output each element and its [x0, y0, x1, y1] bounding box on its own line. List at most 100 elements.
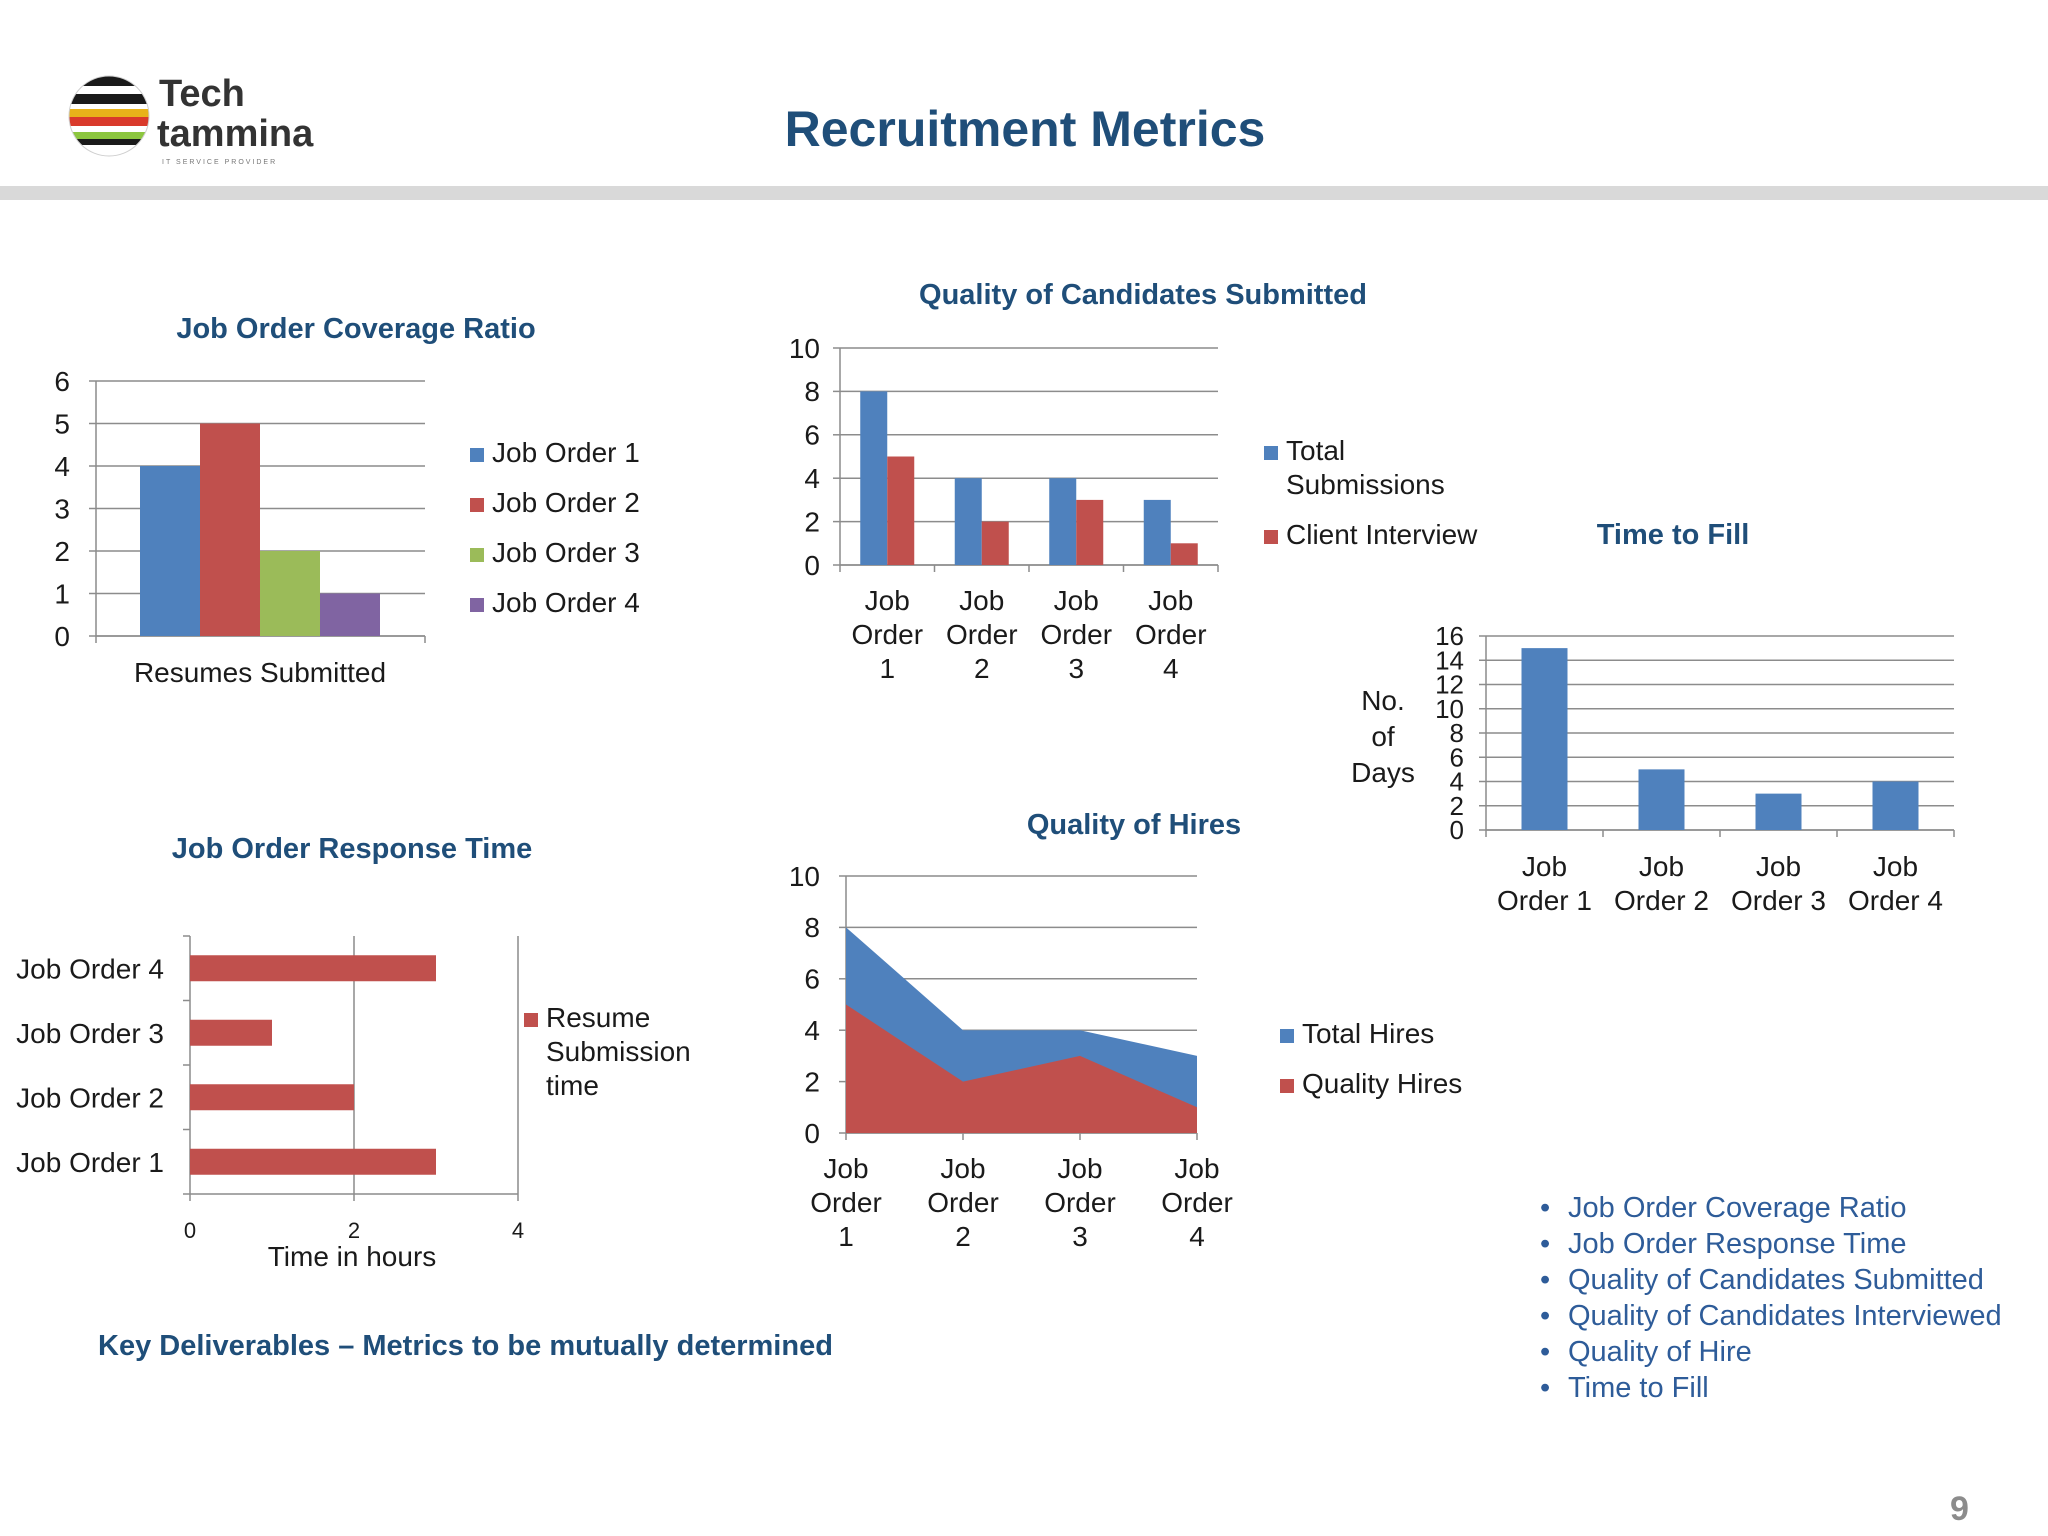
- metrics-list-item: Time to Fill: [1540, 1370, 2040, 1406]
- y-tick-label: 0: [804, 1118, 820, 1149]
- x-tick-label: Job: [1174, 1153, 1219, 1184]
- legend-swatch: [1280, 1029, 1294, 1043]
- bar: [190, 955, 436, 982]
- y-tick-label: 6: [804, 964, 820, 995]
- chart-title: Time to Fill: [1597, 519, 1750, 551]
- x-tick-label: Order 3: [1731, 885, 1826, 916]
- bar: [190, 1019, 272, 1046]
- bar: [1170, 543, 1198, 565]
- bar: [190, 1084, 354, 1111]
- y-tick-label: 2: [54, 536, 70, 567]
- metrics-list-item: Job Order Coverage Ratio: [1540, 1190, 2040, 1226]
- key-deliverables-note: Key Deliverables – Metrics to be mutuall…: [98, 1330, 833, 1362]
- y-tick-label: Job Order 4: [16, 953, 164, 984]
- chart-title: Job Order Response Time: [172, 833, 532, 865]
- y-tick-label: 8: [1450, 718, 1464, 748]
- x-tick-label: 3: [1072, 1221, 1088, 1252]
- x-tick-label: 2: [974, 653, 990, 684]
- x-tick-label: Job: [1522, 851, 1567, 882]
- chart-title: Quality of Hires: [1027, 809, 1241, 841]
- metrics-list-item: Quality of Candidates Submitted: [1540, 1262, 2040, 1298]
- x-tick-label: Order: [1135, 619, 1207, 650]
- y-tick-label: 4: [54, 451, 70, 482]
- y-tick-label: 10: [1435, 694, 1464, 724]
- bar: [190, 1148, 436, 1175]
- legend-swatch: [470, 448, 484, 462]
- y-tick-label: 0: [804, 550, 820, 581]
- legend-label: Total: [1286, 435, 1345, 466]
- x-tick-label: Order: [851, 619, 923, 650]
- legend-swatch: [524, 1013, 538, 1027]
- x-tick-label: 1: [879, 653, 895, 684]
- y-tick-label: 4: [804, 1015, 820, 1046]
- slide-title: Recruitment Metrics: [784, 101, 1266, 157]
- bar: [1638, 769, 1685, 830]
- y-tick-label: 3: [54, 493, 70, 524]
- y-tick-label: 8: [804, 376, 820, 407]
- x-tick-label: Job: [1057, 1153, 1102, 1184]
- x-tick-label: Order 2: [1614, 885, 1709, 916]
- x-tick-label: 3: [1068, 653, 1084, 684]
- area-series: [846, 1004, 1197, 1133]
- logo-graphic: Tech tammina IT SERVICE PROVIDER: [68, 73, 314, 166]
- legend-swatch: [470, 498, 484, 512]
- y-tick-label: 14: [1435, 645, 1464, 675]
- legend-swatch: [470, 548, 484, 562]
- y-tick-label: 2: [804, 1066, 820, 1097]
- x-tick-label: Resumes Submitted: [134, 657, 386, 688]
- metrics-list-item: Quality of Hire: [1540, 1334, 2040, 1370]
- legend-swatch: [1264, 530, 1278, 544]
- bar: [1049, 478, 1077, 565]
- x-tick-label: 2: [955, 1221, 971, 1252]
- x-tick-label: Order: [1040, 619, 1112, 650]
- legend-label: Submission: [546, 1036, 691, 1067]
- x-tick-label: Order: [810, 1187, 882, 1218]
- x-tick-label: 0: [184, 1218, 196, 1243]
- x-tick-label: Job: [1639, 851, 1684, 882]
- legend-swatch: [1280, 1079, 1294, 1093]
- legend-label: Job Order 2: [492, 487, 640, 518]
- x-tick-label: Order 1: [1497, 885, 1592, 916]
- y-axis-title: of: [1371, 721, 1395, 752]
- slide-header: Tech tammina IT SERVICE PROVIDER Recruit…: [0, 0, 2048, 200]
- x-tick-label: Job: [959, 585, 1004, 616]
- x-tick-label: 4: [1189, 1221, 1205, 1252]
- x-tick-label: Order: [1161, 1187, 1233, 1218]
- y-tick-label: 6: [804, 420, 820, 451]
- y-tick-label: 6: [1450, 742, 1464, 772]
- bar: [140, 466, 200, 636]
- legend-label: Quality Hires: [1302, 1068, 1462, 1099]
- x-tick-label: Order: [927, 1187, 999, 1218]
- bar: [954, 478, 982, 565]
- y-tick-label: 4: [804, 463, 820, 494]
- bar: [981, 521, 1009, 565]
- legend-label: Total Hires: [1302, 1018, 1434, 1049]
- y-tick-label: Job Order 3: [16, 1018, 164, 1049]
- legend-label: Resume: [546, 1002, 650, 1033]
- metrics-list-item: Job Order Response Time: [1540, 1226, 2040, 1262]
- y-tick-label: 4: [1450, 767, 1464, 797]
- x-tick-label: Job: [1054, 585, 1099, 616]
- x-tick-label: Job: [1148, 585, 1193, 616]
- y-tick-label: 10: [789, 333, 820, 364]
- x-tick-label: Job: [823, 1153, 868, 1184]
- x-tick-label: Order 4: [1848, 885, 1943, 916]
- x-tick-label: Job: [865, 585, 910, 616]
- bar: [1143, 499, 1171, 565]
- bar: [260, 551, 320, 636]
- x-tick-label: 4: [512, 1218, 524, 1243]
- y-tick-label: 12: [1435, 670, 1464, 700]
- y-tick-label: 6: [54, 366, 70, 397]
- y-tick-label: 5: [54, 408, 70, 439]
- logo-wordmark-tech: Tech: [159, 73, 245, 115]
- y-tick-label: 16: [1435, 621, 1464, 651]
- legend-label: Job Order 3: [492, 537, 640, 568]
- x-axis-title: Time in hours: [268, 1241, 437, 1272]
- x-tick-label: Order: [946, 619, 1018, 650]
- y-tick-label: 0: [54, 621, 70, 652]
- x-tick-label: 1: [838, 1221, 854, 1252]
- y-tick-label: 0: [1450, 815, 1464, 845]
- legend-label: Job Order 4: [492, 587, 640, 618]
- bar: [320, 593, 380, 636]
